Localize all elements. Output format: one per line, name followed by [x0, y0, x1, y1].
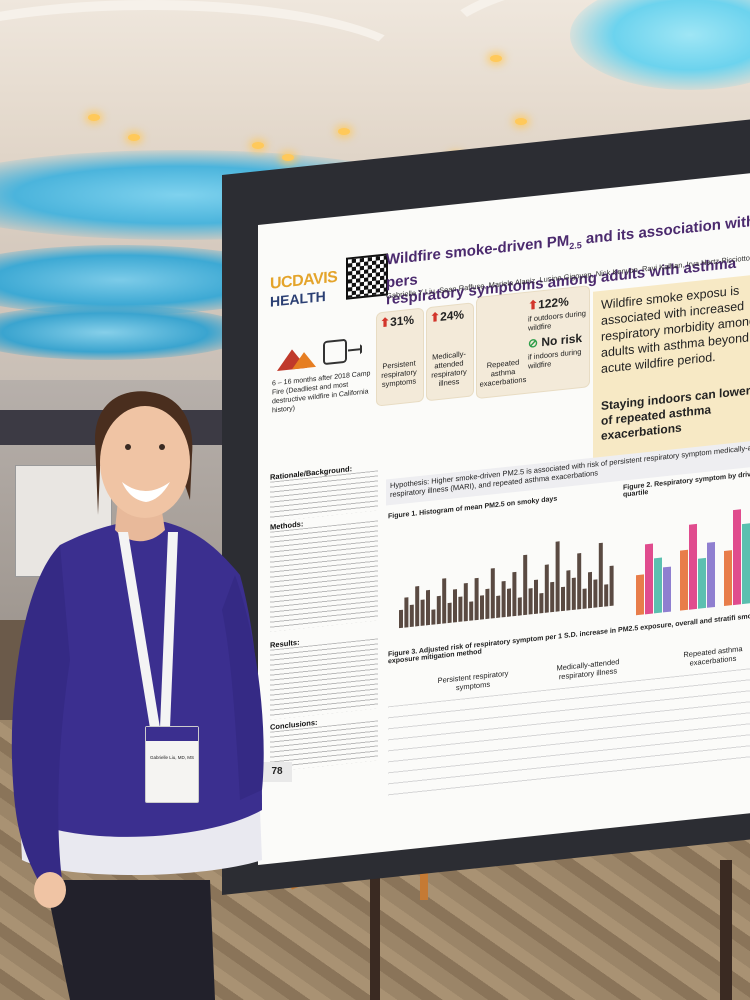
figure2-bar	[663, 566, 671, 613]
histogram-bar	[604, 584, 609, 607]
histogram-bar	[512, 571, 517, 617]
figure2-bar	[689, 523, 697, 610]
histogram-bar	[426, 589, 430, 626]
histogram-bar	[399, 609, 403, 629]
histogram-bar	[485, 588, 490, 620]
histogram-bar	[588, 571, 592, 609]
figure2-bar	[742, 523, 750, 605]
board-number: 78	[262, 762, 292, 782]
figure2-bar-chart	[636, 509, 750, 616]
histogram-bar	[609, 565, 614, 607]
histogram-bar	[539, 593, 544, 614]
research-poster: UCDAVIS HEALTH Wildfire smoke-driven PM2…	[258, 170, 750, 865]
histogram-bar	[447, 602, 452, 624]
figure2-bar	[654, 557, 662, 614]
histogram-bar	[534, 579, 538, 614]
histogram-bar	[550, 581, 555, 613]
ceiling-light	[338, 128, 350, 135]
figure2-bar	[636, 574, 644, 616]
histogram-bar	[523, 554, 528, 616]
histogram-bar	[442, 578, 447, 624]
figure2-bar	[733, 509, 741, 606]
histogram-bar	[496, 595, 501, 618]
histogram-bar	[404, 597, 409, 628]
histogram-bar	[409, 604, 414, 628]
histogram-bar	[528, 588, 533, 615]
histogram-bar	[561, 586, 565, 612]
easel-leg	[370, 840, 380, 1000]
histogram-bar	[420, 599, 425, 626]
histogram-bar	[463, 582, 468, 622]
histogram-bar	[517, 597, 522, 616]
ceiling-arch	[0, 0, 420, 140]
name-badge: Gabrielle Liu, MD, MS	[145, 726, 199, 803]
histogram-bar	[501, 580, 506, 618]
histogram-bar	[490, 568, 495, 619]
histogram-bar	[582, 588, 587, 609]
badge-name: Gabrielle Liu, MD, MS	[149, 755, 194, 760]
histogram-bar	[571, 577, 576, 611]
figure1-histogram	[399, 541, 614, 629]
ceiling-light-band	[0, 305, 250, 360]
histogram-bar	[474, 577, 479, 621]
histogram-bar	[458, 596, 463, 622]
badge-header	[146, 727, 198, 741]
ceiling-light	[515, 118, 527, 125]
figure2-bar	[698, 557, 706, 609]
ceiling-light	[252, 142, 264, 149]
histogram-bar	[415, 586, 420, 627]
easel-leg	[720, 860, 732, 1000]
histogram-bar	[593, 579, 598, 608]
histogram-bar	[436, 595, 441, 625]
histogram-bar	[480, 595, 484, 620]
histogram-bar	[469, 601, 474, 621]
histogram-bar	[577, 553, 582, 610]
ceiling-light	[88, 114, 100, 121]
histogram-bar	[453, 589, 457, 623]
figure2-bar	[707, 541, 715, 608]
ceiling-light	[490, 55, 502, 62]
figure2-bar	[680, 549, 688, 611]
figure2-bar	[724, 550, 732, 607]
histogram-bar	[544, 564, 549, 613]
histogram-bar	[566, 570, 571, 611]
ceiling-light	[282, 154, 294, 161]
histogram-bar	[507, 588, 511, 617]
histogram-bar	[431, 609, 436, 625]
histogram-bar	[598, 542, 603, 608]
ceiling-light	[128, 134, 140, 141]
figure2-bar	[645, 543, 653, 615]
histogram-bar	[555, 541, 560, 612]
